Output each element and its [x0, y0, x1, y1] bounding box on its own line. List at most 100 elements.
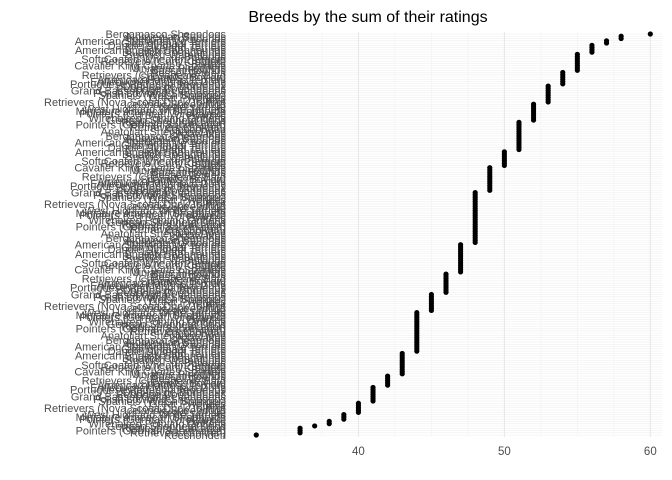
- y-tick-label: Miniature American Shepherds: [76, 106, 227, 118]
- y-tick-label: American Hairless Terriers: [97, 380, 226, 392]
- y-tick-label: Bluetick Coonhounds: [122, 353, 226, 365]
- y-tick-label: Retrievers (Golden): [130, 122, 226, 134]
- data-point: [370, 384, 376, 391]
- x-tick-label: 60: [644, 446, 657, 458]
- y-tick-label: Lakeland Terriers: [142, 246, 227, 258]
- y-tick-label: German Shepherd Dogs: [107, 319, 227, 331]
- y-tick-label: Wirehaired Pointing Griffons: [89, 419, 227, 431]
- y-tick-label: Retrievers (Golden): [130, 224, 226, 236]
- y-tick-label: Retrievers (Nova Scotia Duck Tolling): [44, 301, 226, 313]
- chart-title: Breeds by the sum of their ratings: [248, 9, 487, 26]
- data-point: [472, 189, 478, 196]
- y-tick-label: Bergamasco Sheepdogs: [106, 131, 227, 143]
- y-tick-label: Pumik: [195, 197, 226, 209]
- y-tick-label: Soft Coated Wheaten Terriers: [81, 54, 226, 66]
- y-tick-label: Glen of Imaal Terriers: [121, 38, 226, 50]
- data-point: [385, 373, 391, 379]
- data-point: [414, 310, 420, 316]
- y-tick-label: American Hairless Terriers: [97, 278, 226, 290]
- y-tick-label: Miniature American Shepherds: [76, 310, 227, 322]
- data-point: [618, 33, 624, 39]
- y-tick-label: Glen of Imaal Terriers: [121, 344, 226, 356]
- y-tick-label: Russell Terriers: [150, 169, 226, 181]
- y-tick-label: Bluetick Coonhounds: [122, 149, 226, 161]
- y-tick-label: Pumik: [195, 401, 226, 413]
- grid-layer: [230, 32, 662, 437]
- y-tick-label: American Foxhounds: [122, 339, 226, 351]
- y-tick-label: German Shepherd Dogs: [107, 421, 227, 433]
- y-tick-label: Retrievers (Chesapeake Bay): [82, 172, 226, 184]
- y-tick-label: Basset Hounds: [151, 371, 226, 383]
- y-tick-label: Retrievers (Curly-Coated): [101, 158, 226, 170]
- y-tick-label: Retrievers (Golden): [130, 326, 226, 338]
- y-tick-label: Portuguese Podengo Pequenos: [70, 181, 226, 193]
- y-tick-label: Dogues de Bordeaux: [123, 81, 227, 93]
- data-point: [560, 69, 566, 76]
- x-tick-label: 40: [352, 446, 365, 458]
- y-tick-label: Polish Lowland Sheepdogs: [93, 292, 226, 304]
- y-tick-label: Dandie Dinmont Terriers: [108, 346, 227, 358]
- y-tick-label: Spaniels (Boykin): [140, 276, 226, 288]
- y-tick-label: Retrievers (Labrador): [121, 423, 226, 435]
- y-tick-label: Pumik: [195, 95, 226, 107]
- y-tick-label: Miniature American Shepherds: [76, 412, 227, 424]
- y-tick-label: Bergamasco Sheepdogs: [106, 233, 227, 245]
- y-tick-label: Basset Hounds: [151, 65, 226, 77]
- y-tick-label: Miniature Pinschers: [129, 63, 226, 75]
- y-tick-label: Dogues de Bordeaux: [123, 183, 227, 195]
- data-point: [574, 51, 580, 57]
- y-tick-label: West Highland White Terriers: [84, 308, 227, 320]
- y-tick-label: Setters (Irish): [160, 203, 226, 215]
- y-tick-label: Retrievers (Nova Scotia Duck Tolling): [44, 97, 226, 109]
- y-tick-label: American Staffordshire Terriers: [75, 138, 227, 150]
- y-tick-label: Spaniels (Welsh Springer): [98, 294, 226, 306]
- y-tick-label: Entlebucher Mountain Dogs: [90, 77, 226, 89]
- y-tick-label: Pointers (German Wirehaired): [79, 312, 226, 324]
- y-tick-label: Azawakhs: [176, 333, 227, 345]
- y-tick-label: Polish Lowland Sheepdogs: [93, 190, 226, 202]
- data-point: [545, 83, 551, 89]
- data-point: [341, 412, 347, 418]
- y-tick-label: Briards: [191, 58, 226, 70]
- y-tick-label: Great Pyrenees: [149, 398, 227, 410]
- y-tick-label: Spaniels (Welsh Springer): [98, 192, 226, 204]
- y-tick-label: Bulldogs: [184, 256, 227, 268]
- y-tick-label: Wirehaired Pointing Griffons: [89, 317, 227, 329]
- y-tick-label: Spaniels (Boykin): [140, 174, 226, 186]
- y-tick-label: Retrievers (Chesapeake Bay): [82, 274, 226, 286]
- y-tick-label: Norwegian Buhunds: [127, 235, 227, 247]
- y-tick-label: Anatolian Shepherd Dogs: [101, 126, 227, 138]
- y-tick-label: American Foxhounds: [122, 34, 226, 46]
- y-tick-label: Poodles: [186, 314, 226, 326]
- y-tick-label: Redbone Coonhounds: [116, 389, 227, 401]
- x-axis-tick-labels: 40 50 60: [352, 446, 657, 458]
- y-tick-label: Retrievers (Labrador): [121, 321, 226, 333]
- data-point: [603, 38, 610, 44]
- y-tick-label: Lakeland Terriers: [142, 145, 227, 157]
- y-tick-label: Poodles: [186, 111, 226, 123]
- y-tick-label: Glen of Imaal Terriers: [121, 140, 226, 152]
- y-tick-label: Russell Terriers: [150, 271, 226, 283]
- y-tick-label: American Staffordshire Terriers: [75, 36, 227, 48]
- y-tick-label: Pointers (German Wirehaired): [79, 414, 226, 426]
- data-point: [501, 149, 507, 155]
- y-tick-label: Russell Terriers: [150, 68, 226, 80]
- y-tick-label: Lakeland Terriers: [142, 348, 227, 360]
- y-tick-label: Dogues de Bordeaux: [123, 285, 227, 297]
- y-tick-label: Bulldogs: [184, 52, 227, 64]
- data-point: [297, 425, 303, 431]
- y-tick-label: Bulldogs: [184, 154, 227, 166]
- y-tick-label: American English Coonhounds: [75, 45, 227, 57]
- y-tick-label: Keeshonden: [164, 226, 226, 238]
- y-tick-label: American Foxhounds: [122, 237, 226, 249]
- y-tick-label: Spaniels (Boykin): [140, 378, 226, 390]
- y-tick-label: Setters (Irish): [160, 305, 226, 317]
- y-tick-label: Portuguese Podengo Pequenos: [70, 385, 226, 397]
- y-tick-label: Miniature Pinschers: [129, 369, 226, 381]
- data-point: [253, 432, 259, 438]
- y-tick-label: Soft Coated Wheaten Terriers: [81, 156, 226, 168]
- data-point: [530, 101, 537, 107]
- y-tick-label: Retrievers (Chesapeake Bay): [82, 376, 226, 388]
- data-point: [647, 31, 653, 37]
